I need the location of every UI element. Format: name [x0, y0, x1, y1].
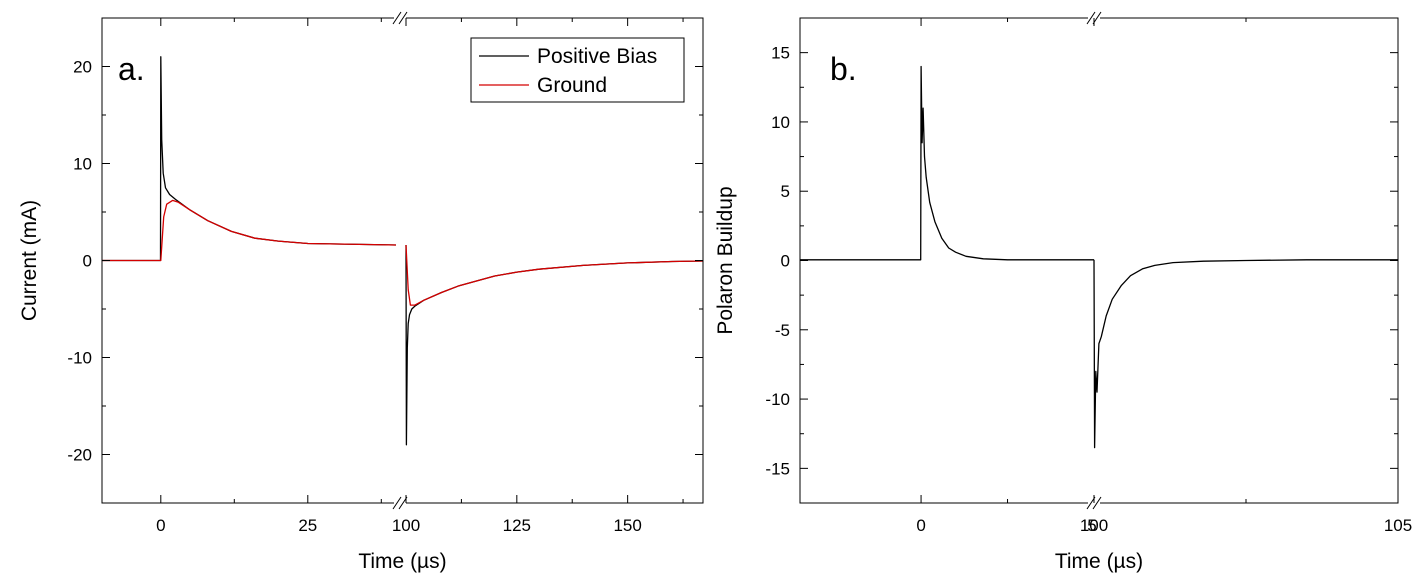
y-tick-label: 10 [73, 155, 92, 174]
axis-break-gap-bottom [394, 501, 406, 505]
series-line-ground-seg-1 [102, 199, 397, 262]
legend-entry: Positive Bias [537, 45, 657, 68]
y-tick-label: -15 [765, 459, 790, 478]
x-tick-label: 0 [156, 516, 165, 535]
y-tick-label: 15 [771, 44, 790, 63]
y-tick-label: 10 [771, 113, 790, 132]
x-tick-label: 100 [392, 516, 420, 535]
axis-break-mark-bottom-2 [1092, 496, 1102, 510]
plot-area [800, 65, 1398, 449]
x-tick-label: 25 [298, 516, 317, 535]
y-tick-label: 0 [83, 252, 92, 271]
axis-break-mark-bottom-1 [392, 496, 402, 510]
chart-panel-a: -20 -10 0 10 20 0 25 100 125 150 Time (µs) Current … [18, 11, 704, 573]
series-line-ground-seg-2 [405, 244, 703, 306]
y-axis-title: Current (mA) [18, 200, 41, 321]
y-tick-label: 20 [73, 58, 92, 77]
legend: Positive Bias Ground [470, 37, 685, 103]
y-tick-label: 0 [781, 252, 790, 271]
plot-frame [799, 17, 1399, 504]
x-tick-label: 150 [613, 516, 641, 535]
legend-entry: Ground [537, 74, 607, 97]
series-line-data-seg-2 [1093, 259, 1398, 449]
panel-label: b. [830, 51, 857, 87]
x-break-tick-label: 5 [1087, 516, 1096, 535]
plot-area [102, 56, 703, 446]
y-axis-title: Polaron Buildup [714, 186, 737, 334]
series-line-data-seg-1 [800, 65, 1094, 261]
x-axis-title: Time (µs) [1055, 550, 1143, 573]
y-tick-label: 5 [781, 182, 790, 201]
panel-label: a. [118, 51, 145, 87]
series-line-positive-bias-seg-1 [102, 56, 397, 262]
x-axis-title: Time (µs) [358, 550, 446, 573]
axis-break-mark-top-1 [392, 11, 402, 25]
x-tick-label: 0 [916, 516, 925, 535]
y-tick-label: -10 [765, 390, 790, 409]
axis-break-mark-top-1 [1086, 11, 1096, 25]
y-tick-label: -10 [67, 349, 92, 368]
axis-break-mark-top-2 [398, 11, 408, 25]
chart-panel-b: -15 -10 -5 0 5 10 15 0 100 105 5 Time (µs) Polaron B… [714, 11, 1412, 573]
y-tick-label: -5 [775, 321, 790, 340]
y-tick-label: -20 [67, 446, 92, 465]
x-tick-label: 100 [1080, 516, 1108, 535]
legend-box [470, 37, 685, 103]
axis-break-gap-top [394, 16, 406, 20]
x-tick-label: 105 [1384, 516, 1412, 535]
series-line-positive-bias-seg-2 [405, 244, 703, 446]
x-tick-label: 125 [503, 516, 531, 535]
